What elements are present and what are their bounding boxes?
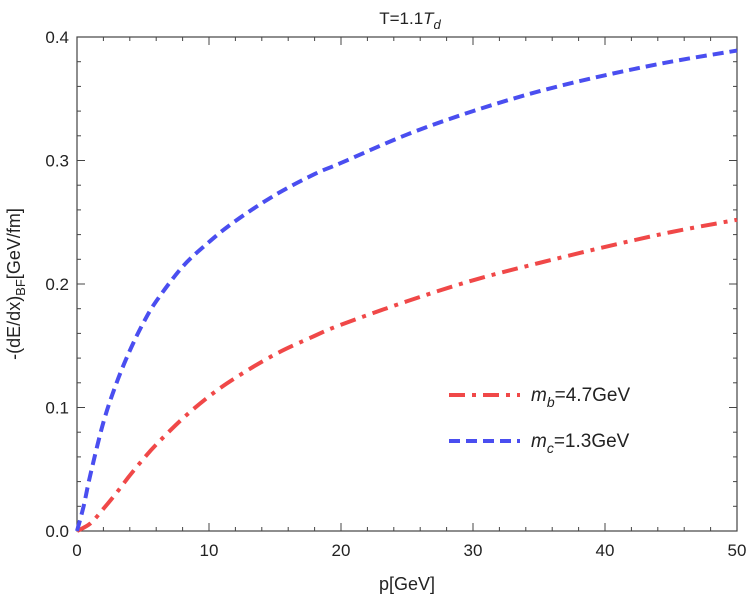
x-tick-label: 0 (72, 541, 81, 560)
legend-label-mb: mb=4.7GeV (531, 385, 630, 410)
y-tick-label: 0.2 (45, 275, 69, 294)
series-line-mc (75, 48, 738, 532)
y-tick-label: 0.0 (45, 522, 69, 541)
y-tick-label: 0.1 (45, 399, 69, 418)
y-tick-label: 0.4 (45, 28, 69, 47)
chart-title: T=1.1Td (379, 9, 441, 32)
x-tick-label: 40 (596, 541, 615, 560)
legend-item-mb: mb=4.7GeV (449, 385, 630, 410)
y-axis-title: -(dE/dx)BF[GeV/fm] (4, 208, 28, 360)
series-layer (75, 48, 738, 533)
x-tick-label: 20 (332, 541, 351, 560)
legend-item-mc: mc=1.3GeV (449, 431, 630, 456)
x-tick-label: 30 (464, 541, 483, 560)
plot-frame (76, 36, 738, 532)
x-axis-title: p[GeV] (379, 574, 435, 594)
series-line-mb (76, 217, 738, 533)
legend-label-mc: mc=1.3GeV (531, 431, 630, 456)
x-tick-label: 10 (200, 541, 219, 560)
y-axis-ticks: 0.0 0.1 0.2 0.3 0.4 (45, 28, 737, 541)
x-tick-label: 50 (728, 541, 747, 560)
y-tick-label: 0.3 (45, 152, 69, 171)
legend: mb=4.7GeV mc=1.3GeV (449, 385, 630, 456)
x-axis-ticks: 0 10 20 30 40 50 (72, 37, 746, 560)
